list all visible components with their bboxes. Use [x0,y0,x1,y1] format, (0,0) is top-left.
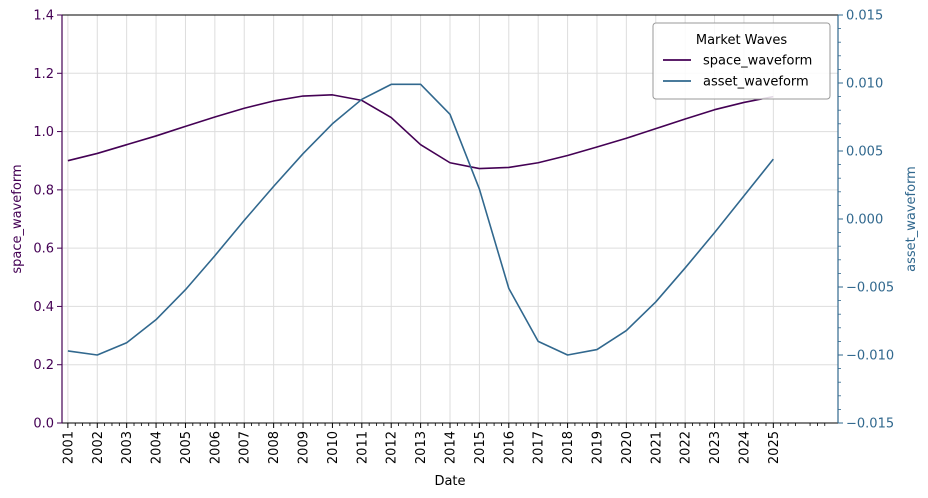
y-left-tick-label: 0.2 [33,358,54,373]
y-right-axis-title: asset_waveform [904,166,919,272]
x-tick-label: 2012 [385,431,400,464]
y-left-tick-label: 0.0 [33,417,54,432]
x-tick-label: 2020 [620,431,635,464]
y-right-tick-label: 0.010 [846,77,883,92]
y-left-tick-label: 0.4 [33,300,54,315]
x-tick-label: 2006 [208,431,223,464]
axes-layer: 2001 2002 2003 2004 2005 2006 2007 2008 2009 2010… [10,9,919,490]
x-tick-label: 2024 [737,431,752,464]
x-tick-label: 2014 [444,431,459,464]
legend-label: asset_waveform [703,75,809,90]
x-tick-label: 2016 [502,431,517,464]
y-right-tick-label: 0.015 [846,9,883,24]
x-tick-label: 2018 [561,431,576,464]
series-line-space_waveform [67,94,774,170]
series-line-asset_waveform [67,83,774,356]
y-left-axis-title: space_waveform [10,164,25,273]
x-tick-label: 2004 [150,431,165,464]
legend: Market Waves space_waveform asset_waveform [652,22,831,100]
legend-title: Market Waves [696,33,788,48]
y-left-tick-label: 1.4 [33,9,54,24]
y-right-tick-label: −0.010 [846,349,894,364]
x-axis-title: Date [434,474,465,489]
x-tick-label: 2011 [355,431,370,464]
series-layer [67,83,774,356]
y-right-tick-label: −0.005 [846,281,894,296]
y-right-tick-label: 0.005 [846,145,883,160]
y-left-tick-label: 1.2 [33,67,54,82]
x-tick-label: 2019 [590,431,605,464]
x-tick-label: 2009 [297,431,312,464]
x-tick-label: 2001 [61,431,76,464]
x-tick-label: 2021 [649,431,664,464]
y-left-tick-label: 0.8 [33,183,54,198]
x-tick-label: 2005 [179,431,194,464]
x-tick-label: 2013 [414,431,429,464]
x-tick-label: 2022 [679,431,694,464]
x-tick-label: 2008 [267,431,282,464]
grid-layer [62,14,838,424]
x-tick-label: 2025 [767,431,782,464]
x-tick-label: 2015 [473,431,488,464]
y-left-tick-label: 1.0 [33,125,54,140]
x-tick-label: 2017 [532,431,547,464]
legend-label: space_waveform [703,54,812,69]
y-right-tick-label: 0.000 [846,213,883,228]
x-tick-label: 2003 [120,431,135,464]
x-tick-label: 2007 [238,431,253,464]
x-tick-label: 2002 [91,431,106,464]
y-left-tick-label: 0.6 [33,242,54,257]
legend-box [652,22,831,100]
x-tick-label: 2023 [708,431,723,464]
y-right-tick-label: −0.015 [846,417,894,432]
x-tick-label: 2010 [326,431,341,464]
